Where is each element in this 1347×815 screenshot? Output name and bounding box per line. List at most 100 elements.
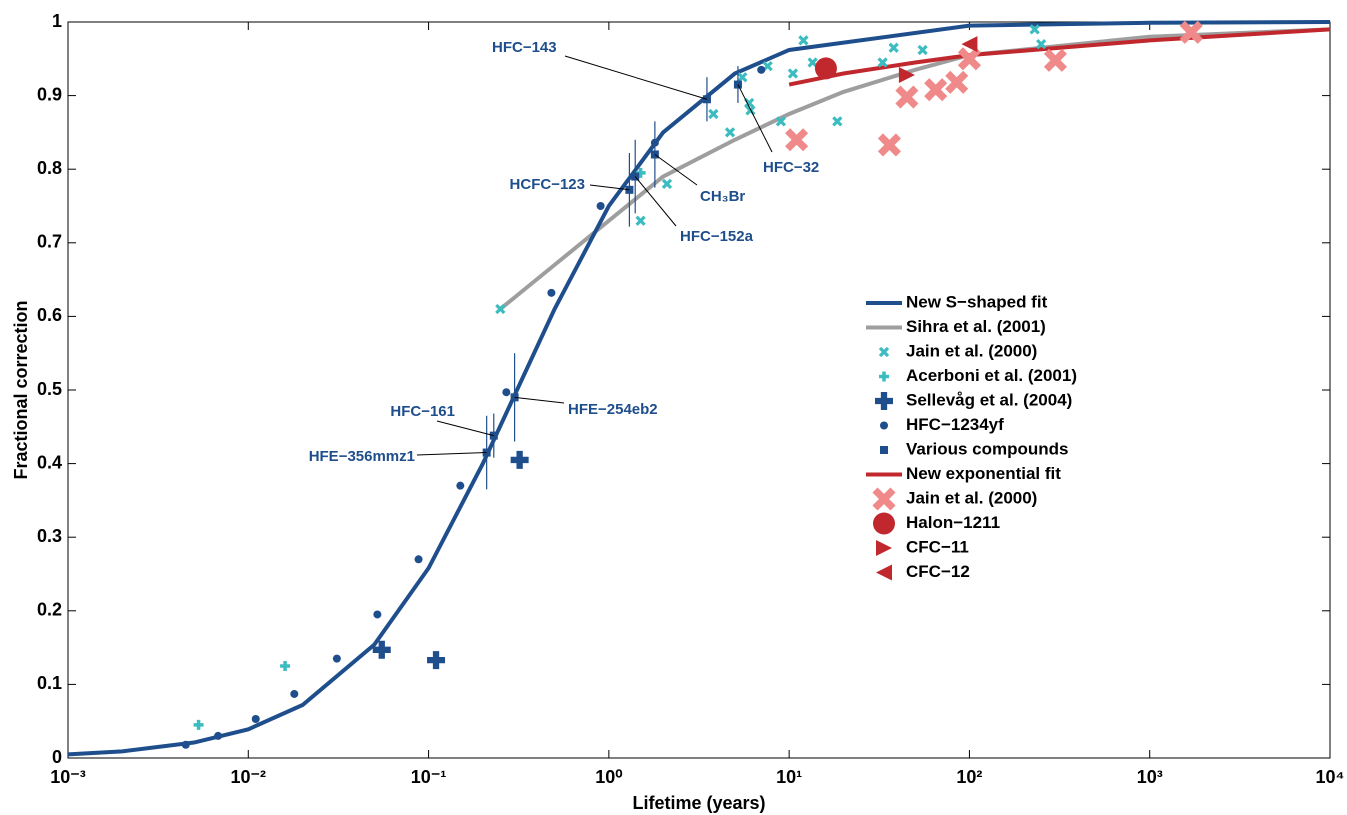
data-point bbox=[924, 78, 948, 102]
y-tick-label: 0.9 bbox=[37, 84, 62, 104]
annotation: HFC−32 bbox=[763, 159, 819, 176]
data-point bbox=[502, 388, 511, 397]
legend-label: Jain et al. (2000) bbox=[906, 341, 1037, 360]
y-tick-label: 1 bbox=[52, 11, 62, 31]
data-point bbox=[961, 36, 978, 53]
y-tick-label: 0 bbox=[52, 747, 62, 767]
legend-label: CFC−12 bbox=[906, 562, 970, 581]
annotation-leader bbox=[564, 55, 708, 100]
annotation-leader bbox=[589, 184, 630, 191]
data-point bbox=[510, 450, 529, 469]
legend-marker bbox=[876, 540, 892, 556]
data-point bbox=[832, 116, 843, 127]
annotation: CH₃Br bbox=[700, 188, 745, 205]
data-point bbox=[945, 70, 969, 94]
y-tick-label: 0.7 bbox=[37, 232, 62, 252]
x-tick-label: 10⁻³ bbox=[50, 767, 86, 787]
plot-frame bbox=[67, 21, 1331, 759]
legend-marker bbox=[876, 564, 892, 581]
data-point bbox=[427, 651, 446, 670]
data-point bbox=[814, 57, 837, 80]
legend-marker bbox=[880, 421, 888, 430]
data-point bbox=[708, 108, 719, 120]
data-point bbox=[807, 57, 818, 68]
fit-line bbox=[499, 27, 1331, 311]
data-point bbox=[1029, 24, 1040, 35]
legend-label: HFC−1234yf bbox=[906, 415, 1004, 434]
y-tick-label: 0.3 bbox=[37, 526, 62, 546]
data-point bbox=[373, 610, 382, 619]
legend-label: Sihra et al. (2001) bbox=[906, 317, 1046, 336]
fit-line bbox=[67, 20, 1331, 757]
y-tick-label: 0.1 bbox=[37, 673, 62, 693]
y-tick-label: 0.8 bbox=[37, 158, 62, 178]
legend-marker bbox=[879, 371, 889, 382]
data-point bbox=[877, 57, 888, 68]
x-tick-label: 10² bbox=[956, 767, 982, 787]
data-point bbox=[775, 116, 787, 127]
data-point bbox=[757, 65, 766, 74]
annotation-leader bbox=[737, 84, 773, 153]
data-point bbox=[414, 555, 423, 564]
data-point bbox=[1043, 48, 1067, 72]
annotation: HFC−161 bbox=[390, 403, 455, 420]
data-point bbox=[744, 97, 755, 109]
annotation: HFC−143 bbox=[492, 39, 557, 56]
y-axis-label: Fractional correction bbox=[11, 300, 31, 479]
data-point bbox=[456, 481, 465, 490]
legend-label: CFC−11 bbox=[906, 537, 969, 556]
data-point bbox=[596, 202, 605, 210]
data-point bbox=[372, 640, 391, 659]
data-point bbox=[495, 303, 506, 315]
x-tick-label: 10⁴ bbox=[1316, 767, 1345, 787]
legend-label: Halon−1211 bbox=[906, 513, 1000, 532]
data-point bbox=[251, 714, 260, 723]
data-point bbox=[1036, 38, 1047, 50]
data-point bbox=[888, 42, 899, 53]
data-point bbox=[181, 740, 190, 749]
data-point bbox=[737, 72, 748, 83]
legend-label: New S−shaped fit bbox=[906, 292, 1048, 311]
data-point bbox=[877, 133, 901, 157]
legend-label: Jain et al. (2000) bbox=[906, 488, 1037, 507]
x-tick-label: 10⁻¹ bbox=[411, 767, 447, 787]
data-point bbox=[957, 47, 981, 71]
annotation: HFE−254eb2 bbox=[568, 401, 658, 418]
legend-marker bbox=[875, 392, 893, 410]
annotation-leader bbox=[416, 452, 487, 456]
legend-marker bbox=[880, 446, 888, 454]
data-point bbox=[917, 44, 928, 56]
data-point bbox=[787, 68, 799, 79]
x-tick-label: 10³ bbox=[1137, 767, 1163, 787]
data-point bbox=[332, 654, 341, 663]
data-point bbox=[898, 66, 915, 83]
annotation: HFC−152a bbox=[680, 228, 754, 245]
data-point bbox=[290, 689, 299, 698]
data-point bbox=[193, 719, 204, 730]
data-point bbox=[724, 127, 736, 138]
x-tick-label: 10⁰ bbox=[595, 767, 622, 787]
y-tick-label: 0.4 bbox=[37, 452, 62, 472]
data-point bbox=[547, 288, 556, 297]
data-point bbox=[214, 731, 223, 740]
data-point bbox=[895, 85, 919, 109]
legend-label: Acerboni et al. (2001) bbox=[906, 366, 1077, 385]
legend-label: New exponential fit bbox=[906, 464, 1061, 483]
data-point bbox=[798, 35, 809, 46]
data-point bbox=[635, 215, 646, 226]
data-point bbox=[280, 661, 291, 671]
x-axis-label: Lifetime (years) bbox=[632, 793, 765, 813]
data-point bbox=[785, 128, 809, 152]
legend-marker bbox=[878, 346, 890, 358]
y-tick-label: 0.5 bbox=[37, 379, 62, 399]
legend-label: Various compounds bbox=[906, 439, 1068, 458]
annotation-leader bbox=[634, 176, 677, 227]
data-point bbox=[661, 178, 673, 190]
annotation-leader bbox=[654, 154, 698, 186]
legend-label: Sellevåg et al. (2004) bbox=[906, 390, 1072, 409]
annotation-leader bbox=[514, 396, 565, 404]
x-tick-label: 10¹ bbox=[776, 767, 802, 787]
annotation-leader bbox=[436, 420, 494, 437]
annotation: HFE−356mmz1 bbox=[309, 448, 415, 465]
